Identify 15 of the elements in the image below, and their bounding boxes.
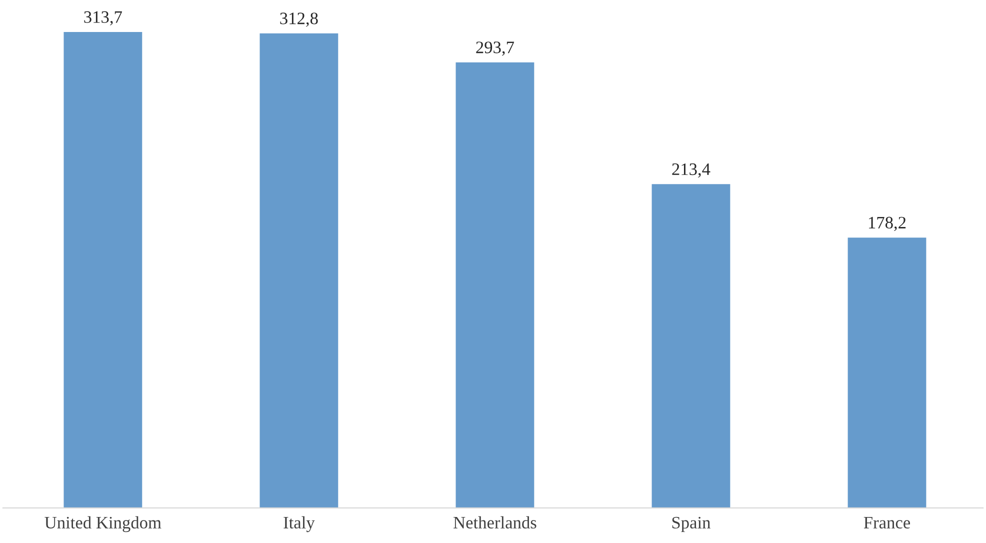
- data-label: 178,2: [868, 216, 906, 232]
- bar: [64, 32, 142, 508]
- x-tick-label: Spain: [672, 516, 710, 532]
- data-label: 312,8: [280, 12, 318, 27]
- bar: [848, 238, 926, 508]
- data-label: 313,7: [84, 11, 122, 26]
- x-tick-label: Italy: [284, 516, 315, 532]
- x-tick-label: United Kingdom: [44, 516, 162, 532]
- bar: [260, 33, 338, 508]
- x-tick-label: Netherlands: [454, 516, 536, 529]
- data-label: 293,7: [476, 42, 514, 56]
- data-label: 213,4: [672, 163, 710, 178]
- bar: [652, 184, 730, 508]
- bar: [456, 62, 534, 508]
- x-tick-label: France: [864, 516, 910, 529]
